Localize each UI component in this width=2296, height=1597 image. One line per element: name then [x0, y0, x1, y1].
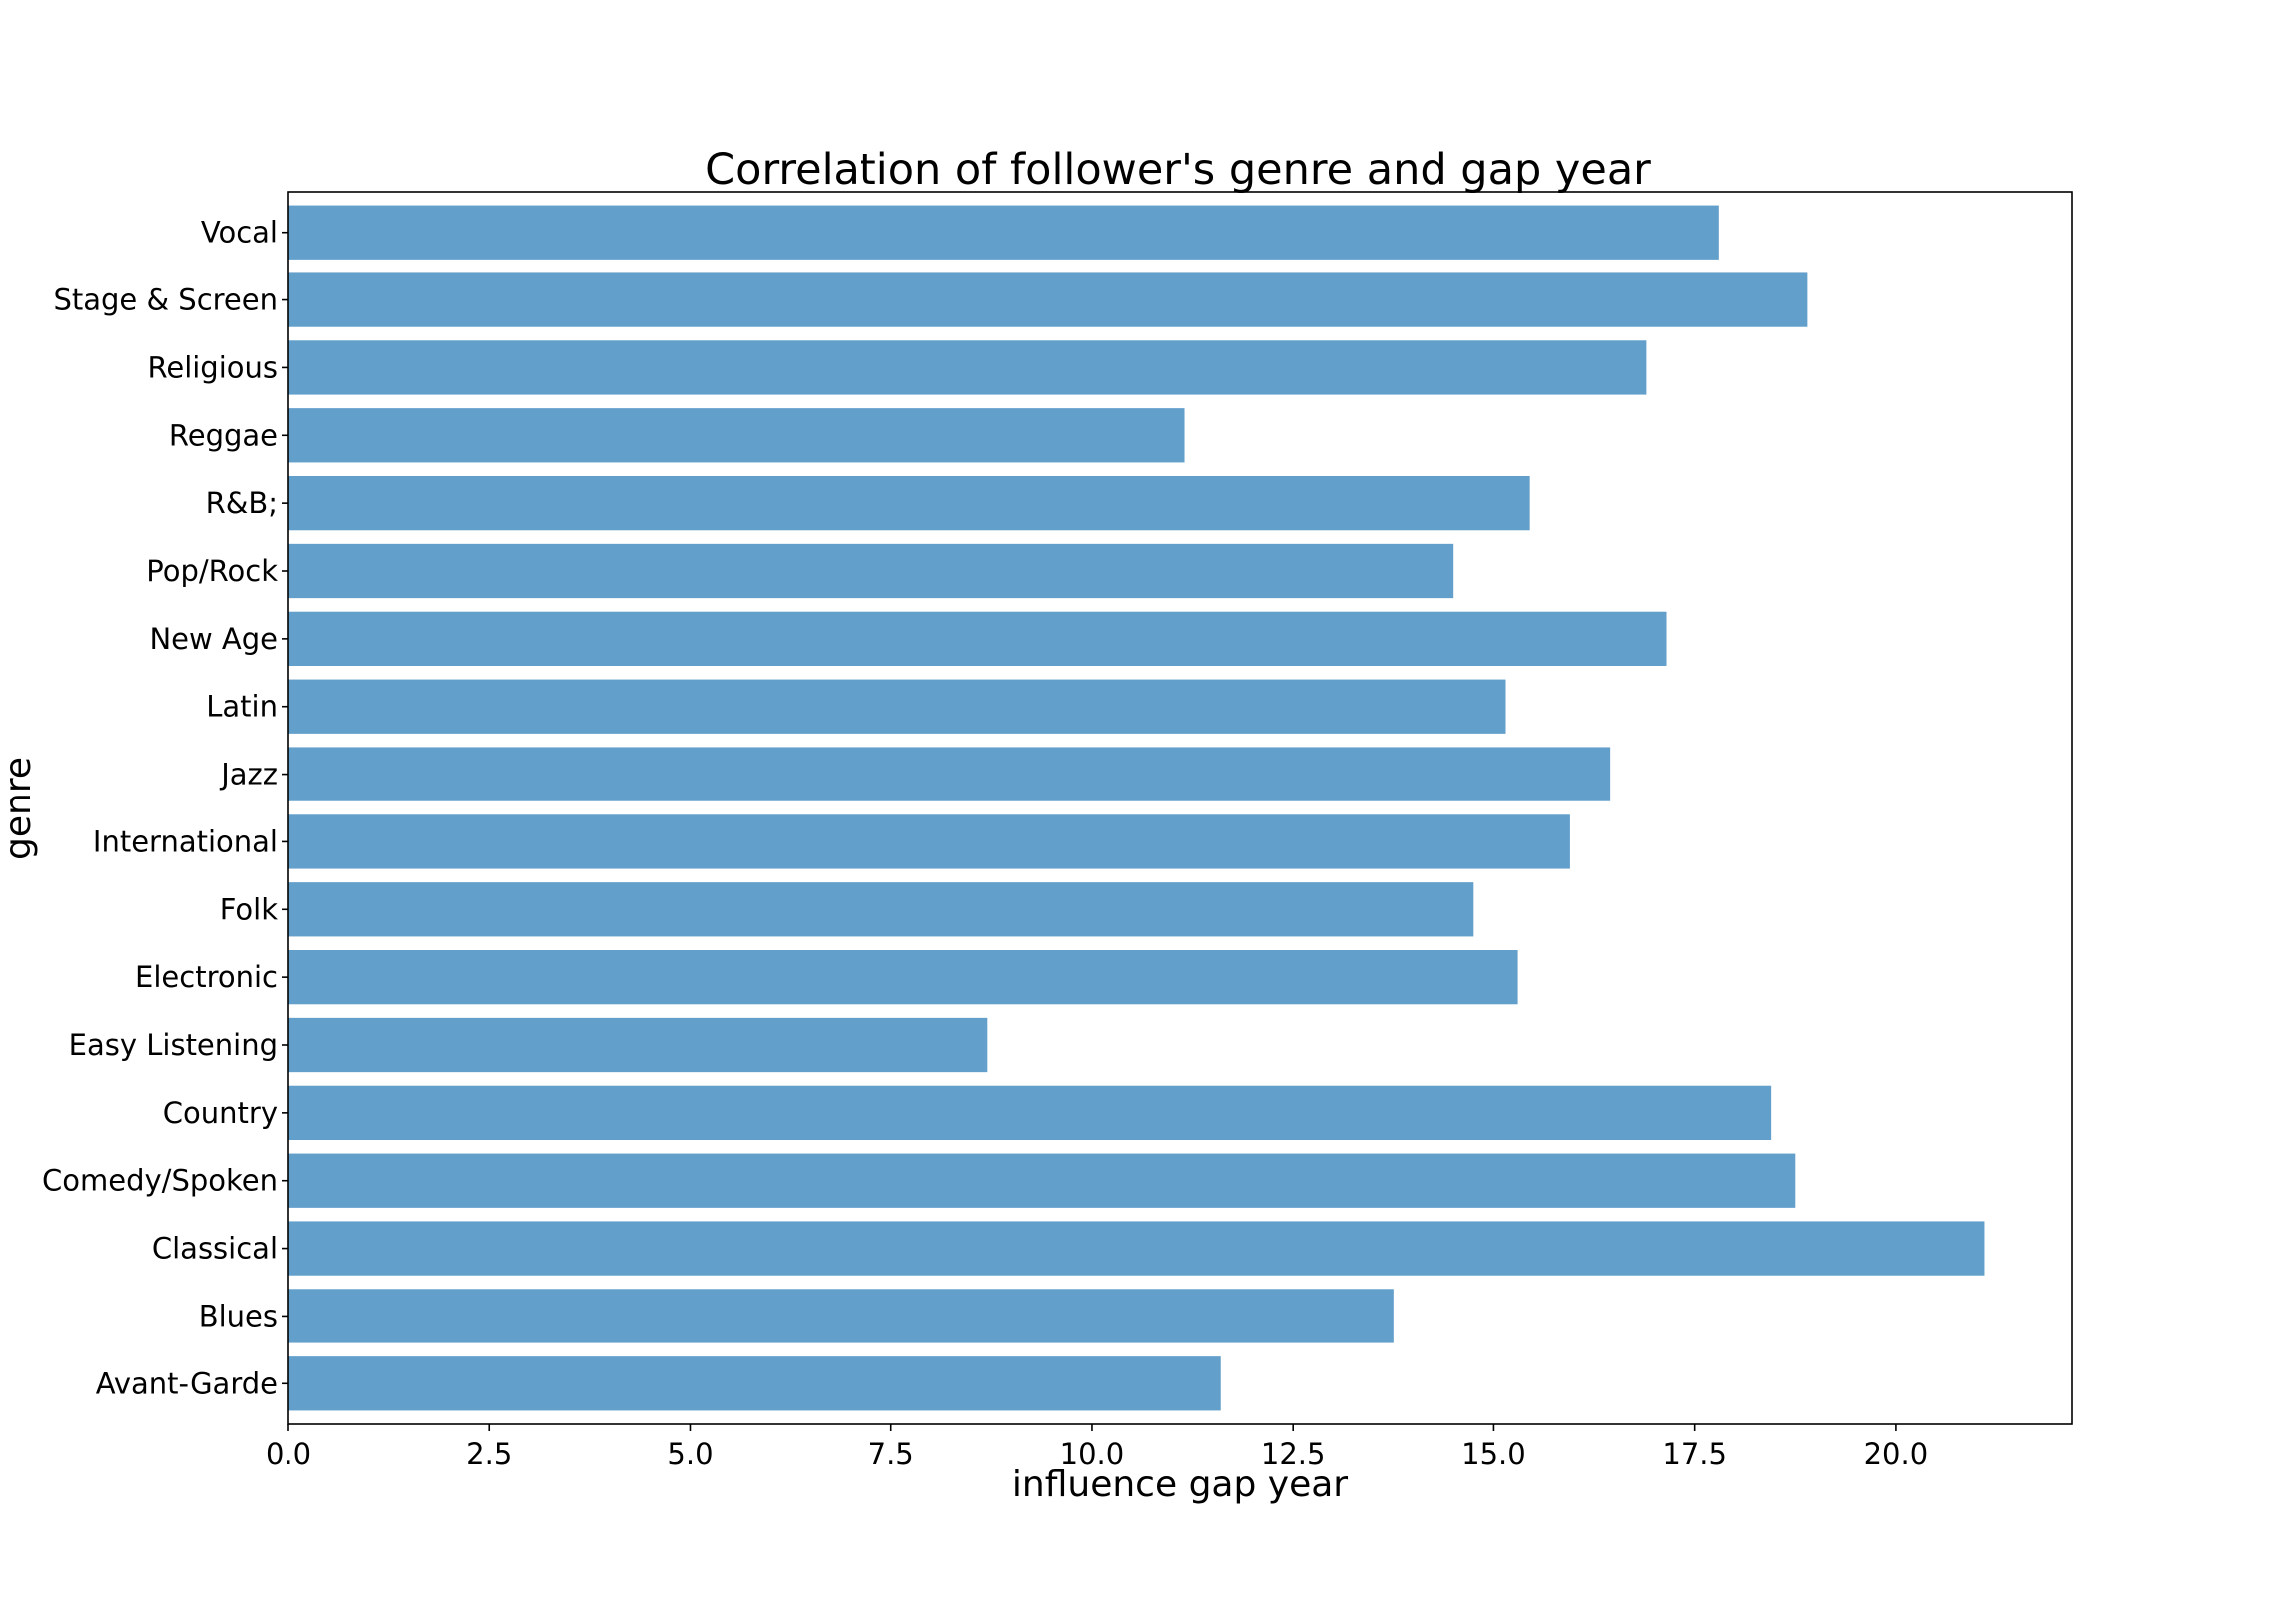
bars: [288, 205, 1985, 1411]
bar-folk: [288, 882, 1474, 937]
x-axis-ticks: 0.0 2.5 5.0 7.5 10.0 12.5 15.0 17.5 20.0: [266, 1424, 1928, 1471]
chart-title: Correlation of follower's genre and gap …: [705, 145, 1651, 195]
y-axis-title: genre: [0, 757, 39, 860]
bar-new-age: [288, 611, 1667, 666]
bar-latin: [288, 679, 1506, 734]
y-tick-label: Blues: [199, 1299, 278, 1332]
bar-classical: [288, 1221, 1985, 1276]
y-tick-label: Avant-Garde: [96, 1366, 278, 1400]
y-tick-label: Comedy/Spoken: [42, 1164, 278, 1198]
y-tick-label: Folk: [220, 892, 278, 926]
bar-blues: [288, 1289, 1394, 1343]
y-axis-ticks: Avant-Garde Blues Classical Comedy/Spoken Co…: [42, 216, 288, 1400]
bar-avant-garde: [288, 1356, 1221, 1411]
bar-religious: [288, 340, 1647, 395]
bar-jazz: [288, 747, 1611, 801]
y-tick-label: Religious: [148, 350, 279, 384]
x-tick-label: 12.5: [1261, 1437, 1326, 1471]
y-tick-label: Latin: [206, 690, 278, 724]
y-tick-label: Pop/Rock: [146, 554, 278, 588]
y-tick-label: Easy Listening: [69, 1028, 278, 1062]
x-tick-label: 10.0: [1060, 1437, 1125, 1471]
y-tick-label: Vocal: [201, 216, 278, 250]
x-axis-title: influence gap year: [1012, 1464, 1348, 1505]
y-tick-label: Reggae: [169, 418, 278, 452]
bar-pop-rock: [288, 543, 1454, 599]
y-tick-label: R&B;: [206, 486, 278, 520]
x-tick-label: 17.5: [1662, 1437, 1727, 1471]
bar-r-b: [288, 476, 1530, 531]
y-tick-label: Classical: [152, 1232, 278, 1266]
y-tick-label: New Age: [149, 622, 278, 656]
x-tick-label: 7.5: [868, 1437, 914, 1471]
x-tick-label: 20.0: [1864, 1437, 1929, 1471]
bar-stage-screen: [288, 272, 1808, 327]
y-tick-label: Country: [163, 1096, 278, 1130]
bar-easy-listening: [288, 1017, 988, 1073]
x-tick-label: 2.5: [466, 1437, 512, 1471]
y-tick-label: Electronic: [135, 960, 278, 994]
bar-country: [288, 1085, 1772, 1140]
x-tick-label: 5.0: [667, 1437, 713, 1471]
x-tick-label: 15.0: [1461, 1437, 1526, 1471]
x-tick-label: 0.0: [266, 1437, 311, 1471]
bar-international: [288, 814, 1570, 869]
bar-reggae: [288, 408, 1185, 463]
bar-electronic: [288, 950, 1518, 1005]
bar-comedy-spoken: [288, 1153, 1796, 1208]
y-tick-label: Stage & Screen: [53, 283, 278, 317]
y-tick-label: Jazz: [219, 758, 278, 792]
y-tick-label: International: [93, 824, 278, 858]
plot-frame: [287, 191, 2073, 1425]
bar-vocal: [288, 205, 1719, 260]
